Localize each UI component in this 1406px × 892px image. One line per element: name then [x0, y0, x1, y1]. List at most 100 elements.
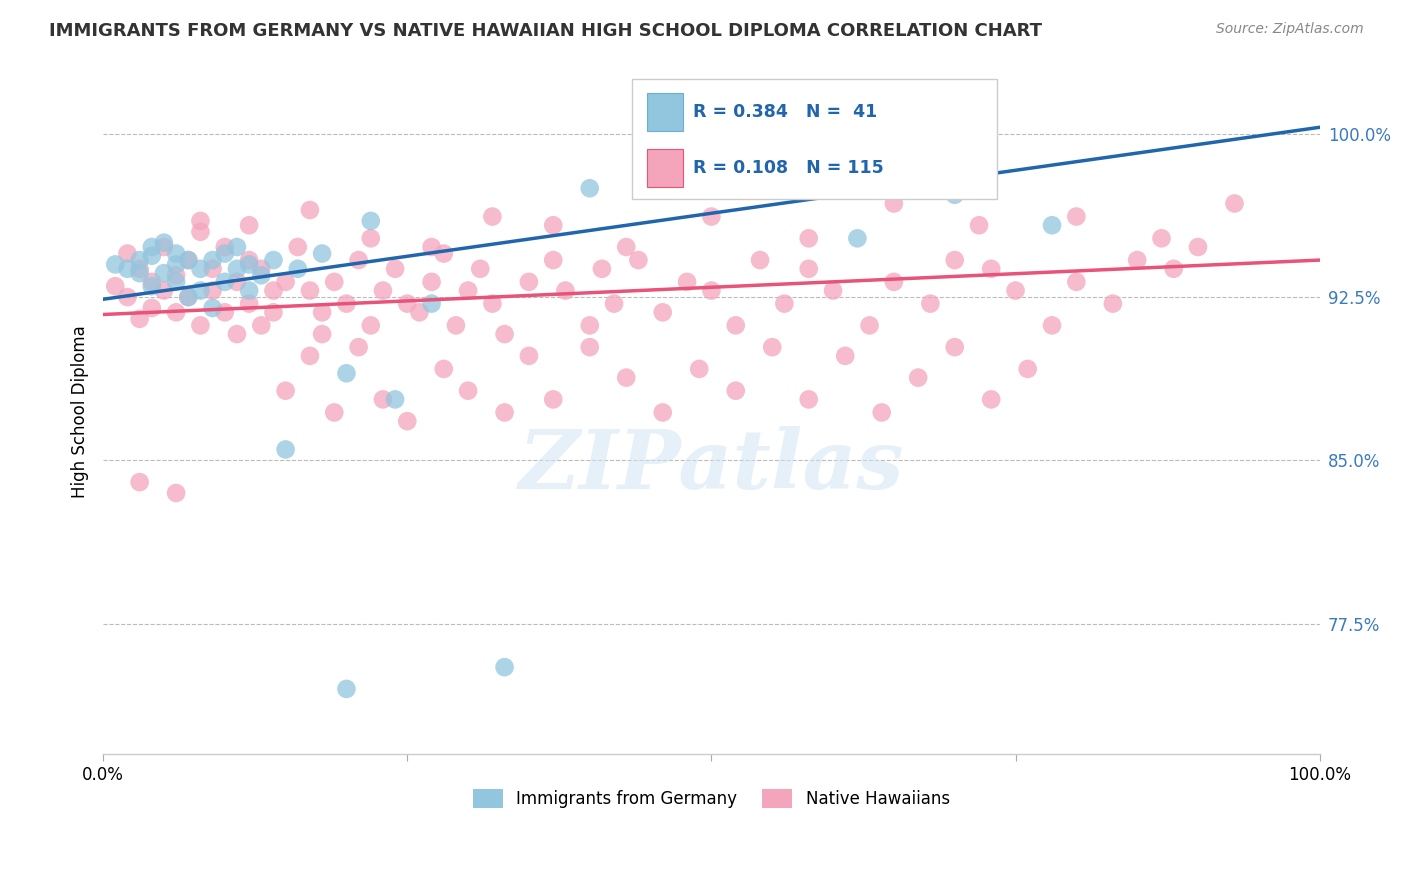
Point	[141, 249, 163, 263]
Point	[165, 275, 187, 289]
Point	[1004, 284, 1026, 298]
Point	[614, 370, 637, 384]
Point	[700, 284, 723, 298]
Point	[141, 275, 163, 289]
Point	[967, 219, 990, 233]
Point	[883, 196, 905, 211]
Point	[1163, 261, 1185, 276]
Point	[396, 414, 419, 428]
Point	[104, 257, 127, 271]
Point	[1017, 362, 1039, 376]
Point	[834, 349, 856, 363]
Bar	[647, 93, 683, 130]
Point	[311, 246, 333, 260]
Point	[190, 284, 212, 298]
Point	[1102, 296, 1125, 310]
Point	[1187, 240, 1209, 254]
Point	[347, 340, 370, 354]
Point	[371, 284, 394, 298]
Point	[190, 261, 212, 276]
Point	[153, 235, 176, 250]
Point	[481, 210, 503, 224]
Point	[347, 253, 370, 268]
Point	[201, 301, 224, 315]
Point	[274, 275, 297, 289]
Point	[773, 296, 796, 310]
Point	[614, 240, 637, 254]
Point	[494, 660, 516, 674]
Point	[177, 290, 200, 304]
Text: R = 0.384   N =  41: R = 0.384 N = 41	[693, 103, 877, 120]
Point	[396, 296, 419, 310]
Point	[323, 275, 346, 289]
Point	[250, 261, 273, 276]
Point	[457, 384, 479, 398]
Point	[603, 296, 626, 310]
Point	[311, 305, 333, 319]
Point	[360, 214, 382, 228]
Point	[578, 181, 600, 195]
Point	[420, 296, 443, 310]
Point	[177, 253, 200, 268]
Point	[128, 253, 150, 268]
Point	[1040, 318, 1063, 333]
Point	[481, 296, 503, 310]
Point	[238, 253, 260, 268]
Point	[201, 284, 224, 298]
Point	[226, 240, 249, 254]
Point	[870, 405, 893, 419]
Point	[517, 349, 540, 363]
Point	[214, 275, 236, 289]
Point	[470, 261, 492, 276]
Point	[883, 275, 905, 289]
Point	[335, 681, 357, 696]
Point	[117, 261, 139, 276]
Point	[274, 442, 297, 457]
Point	[141, 301, 163, 315]
Text: Source: ZipAtlas.com: Source: ZipAtlas.com	[1216, 22, 1364, 37]
Text: ZIPatlas: ZIPatlas	[519, 426, 904, 507]
Point	[335, 366, 357, 380]
Point	[408, 305, 430, 319]
FancyBboxPatch shape	[633, 78, 997, 199]
Point	[141, 240, 163, 254]
Point	[128, 261, 150, 276]
Point	[591, 261, 613, 276]
Point	[797, 392, 820, 407]
Point	[250, 318, 273, 333]
Point	[287, 261, 309, 276]
Point	[1223, 196, 1246, 211]
Text: IMMIGRANTS FROM GERMANY VS NATIVE HAWAIIAN HIGH SCHOOL DIPLOMA CORRELATION CHART: IMMIGRANTS FROM GERMANY VS NATIVE HAWAII…	[49, 22, 1042, 40]
Point	[943, 340, 966, 354]
Y-axis label: High School Diploma: High School Diploma	[72, 325, 89, 498]
Point	[128, 266, 150, 280]
Point	[262, 284, 284, 298]
Point	[627, 253, 650, 268]
Point	[651, 305, 673, 319]
Point	[749, 253, 772, 268]
Point	[238, 284, 260, 298]
Bar	[647, 149, 683, 186]
Point	[1066, 275, 1088, 289]
Point	[128, 475, 150, 489]
Point	[554, 284, 576, 298]
Point	[797, 261, 820, 276]
Point	[238, 219, 260, 233]
Point	[420, 240, 443, 254]
Point	[457, 284, 479, 298]
Point	[165, 268, 187, 283]
Point	[980, 392, 1002, 407]
Point	[226, 261, 249, 276]
Point	[165, 486, 187, 500]
Point	[433, 362, 456, 376]
Point	[298, 202, 321, 217]
Point	[858, 318, 880, 333]
Point	[128, 311, 150, 326]
Point	[153, 240, 176, 254]
Point	[821, 284, 844, 298]
Point	[226, 327, 249, 342]
Point	[360, 231, 382, 245]
Point	[262, 305, 284, 319]
Point	[541, 253, 564, 268]
Point	[943, 187, 966, 202]
